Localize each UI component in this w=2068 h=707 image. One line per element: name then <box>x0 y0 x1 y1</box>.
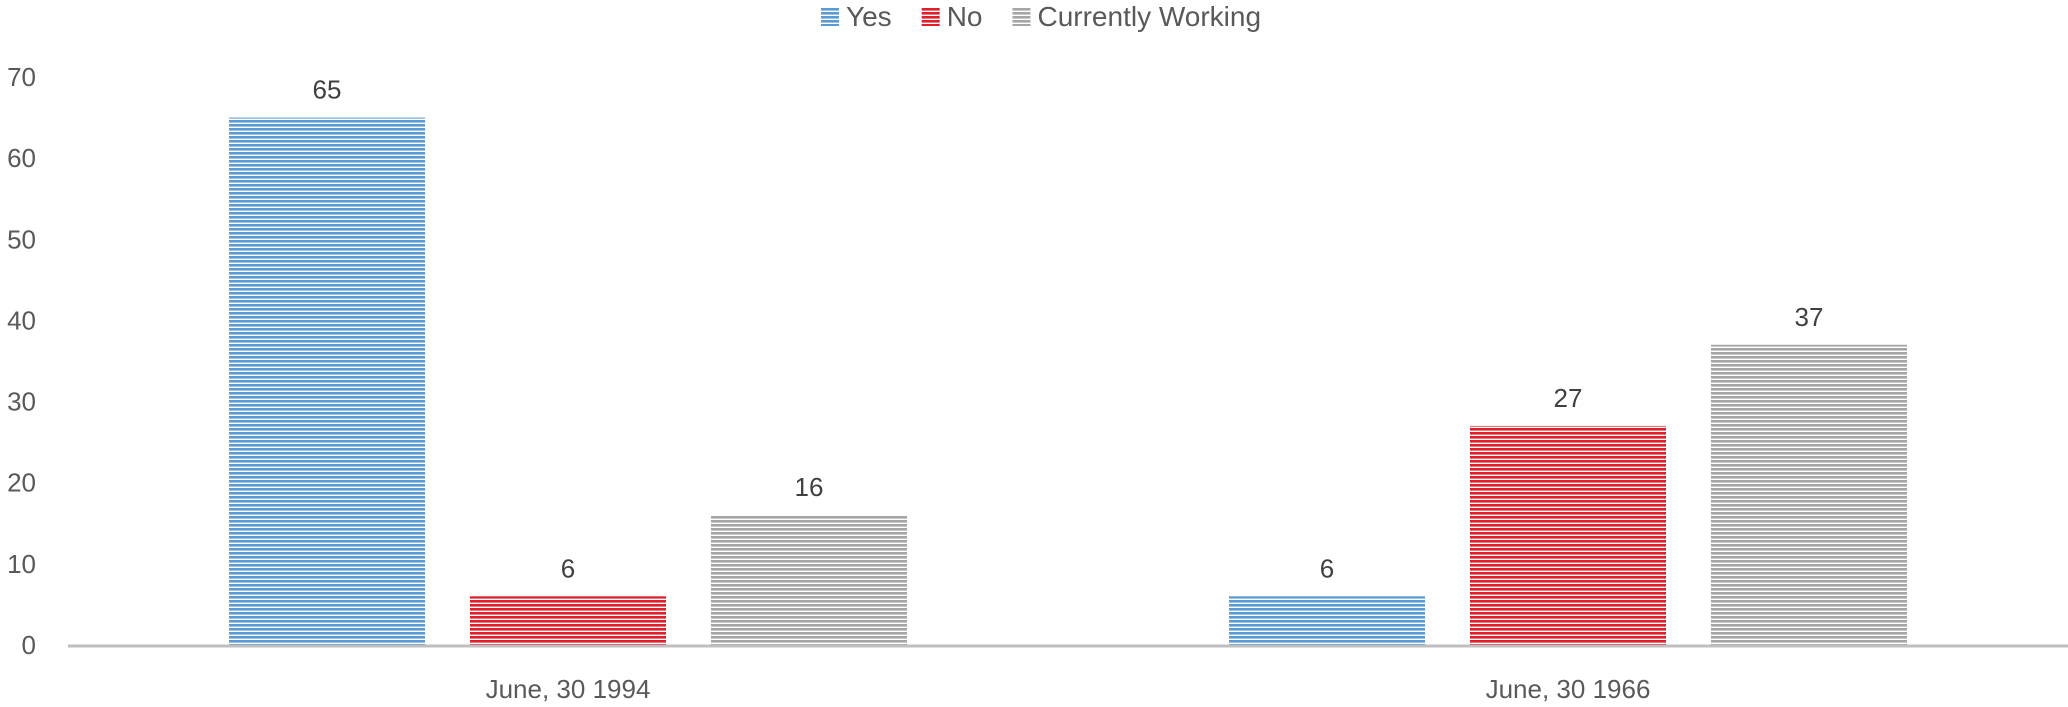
y-tick-label: 40 <box>7 305 36 335</box>
legend-label-currently-working: Currently Working <box>1037 1 1261 32</box>
bar-currently-working <box>711 515 907 645</box>
y-tick-label: 20 <box>7 468 36 498</box>
data-label: 6 <box>1320 553 1334 583</box>
bar-no <box>470 596 666 645</box>
bar-yes <box>229 117 425 646</box>
legend-label-yes: Yes <box>846 1 892 32</box>
y-axis: 0 10 20 30 40 50 60 70 <box>7 62 36 660</box>
bar-currently-working <box>1711 344 1907 645</box>
legend-swatch-no <box>921 8 940 26</box>
data-label: 65 <box>313 75 342 105</box>
y-tick-label: 10 <box>7 549 36 579</box>
y-tick-label: 70 <box>7 62 36 92</box>
legend: Yes No Currently Working <box>821 1 1261 32</box>
y-tick-label: 60 <box>7 143 36 173</box>
data-label: 27 <box>1554 383 1583 413</box>
legend-swatch-yes <box>821 8 839 26</box>
bars: 65 6 16 6 27 37 <box>229 75 1907 646</box>
bar-yes <box>1229 596 1425 645</box>
data-label: 6 <box>561 553 575 583</box>
bar-no <box>1470 425 1666 645</box>
legend-label-no: No <box>947 1 983 32</box>
category-label: June, 30 1966 <box>1486 674 1651 704</box>
y-tick-label: 50 <box>7 224 36 254</box>
y-tick-label: 0 <box>22 630 36 660</box>
x-axis: June, 30 1994 June, 30 1966 <box>68 644 2068 704</box>
legend-swatch-currently-working <box>1012 8 1031 26</box>
category-label: June, 30 1994 <box>486 674 651 704</box>
data-label: 37 <box>1795 302 1824 332</box>
y-tick-label: 30 <box>7 387 36 417</box>
data-label: 16 <box>795 472 824 502</box>
